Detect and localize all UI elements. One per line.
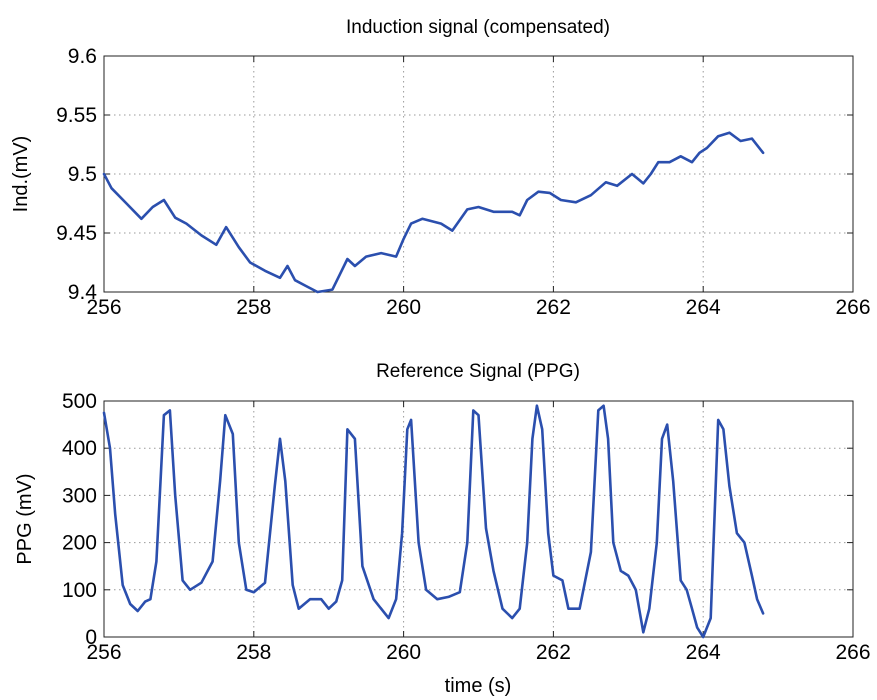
x-tick-label: 256 xyxy=(86,641,121,664)
y-tick-label: 9.5 xyxy=(68,163,97,186)
x-tick-label: 256 xyxy=(86,296,121,319)
x-tick-label: 264 xyxy=(686,296,721,319)
gridlines xyxy=(104,56,853,292)
x-tick-label: 264 xyxy=(686,641,721,664)
y-tick-labels: 0 100 200 300 400 500 xyxy=(62,390,97,649)
x-tick-label: 260 xyxy=(386,296,421,319)
y-tick-label: 0 xyxy=(85,626,97,649)
induction-chart: Induction signal (compensated) 256 258 260… xyxy=(10,17,871,319)
x-tick-label: 258 xyxy=(236,641,271,664)
x-tick-label: 260 xyxy=(386,641,421,664)
x-tick-label: 266 xyxy=(835,296,870,319)
y-tick-label: 9.6 xyxy=(68,45,97,68)
y-tick-label: 200 xyxy=(62,532,97,555)
series-line xyxy=(102,404,765,639)
x-tick-label: 262 xyxy=(536,641,571,664)
y-tick-label: 9.4 xyxy=(68,281,98,304)
y-tick-label: 9.45 xyxy=(56,222,97,245)
y-tick-labels: 9.4 9.45 9.5 9.55 9.6 xyxy=(56,45,97,304)
x-tick-labels: 256 258 260 262 264 266 xyxy=(86,641,870,664)
x-tick-label: 266 xyxy=(835,641,870,664)
series-layer xyxy=(102,131,765,294)
y-tick-label: 100 xyxy=(62,579,97,602)
chart-title: Reference Signal (PPG) xyxy=(376,361,580,382)
x-tick-labels: 256 258 260 262 264 266 xyxy=(86,296,870,319)
x-tick-label: 262 xyxy=(536,296,571,319)
series-line xyxy=(102,131,765,294)
chart-title: Induction signal (compensated) xyxy=(346,17,610,38)
tick-marks xyxy=(103,55,854,293)
x-tick-label: 258 xyxy=(236,296,271,319)
y-axis-label: PPG (mV) xyxy=(14,473,36,564)
plot-frame xyxy=(103,55,854,293)
ppg-chart: Reference Signal (PPG) 256 258 260 262 264 26… xyxy=(14,361,871,697)
y-tick-label: 300 xyxy=(62,484,97,507)
y-tick-label: 500 xyxy=(62,390,97,413)
plot-frame xyxy=(103,400,854,638)
x-axis-label: time (s) xyxy=(445,675,512,697)
tick-marks xyxy=(103,400,854,638)
y-axis-label: Ind.(mV) xyxy=(10,136,32,213)
y-tick-label: 9.55 xyxy=(56,104,97,127)
y-tick-label: 400 xyxy=(62,437,97,460)
series-layer xyxy=(102,404,765,639)
